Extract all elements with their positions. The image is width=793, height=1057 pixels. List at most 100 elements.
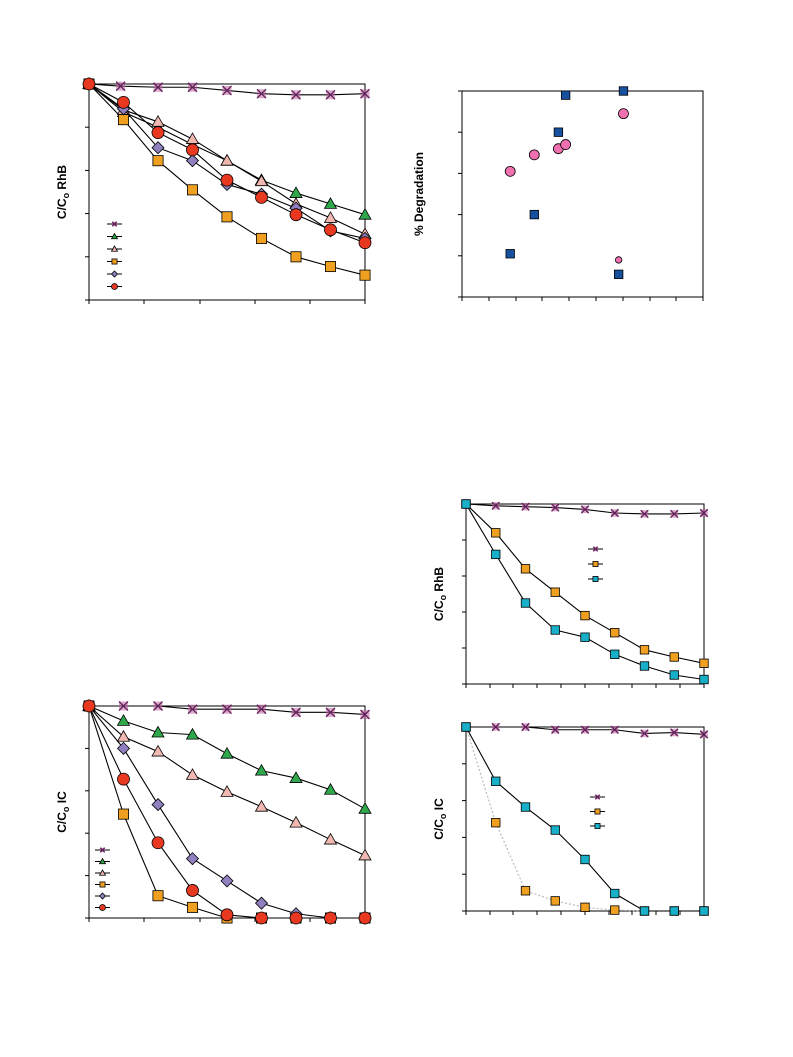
series-line <box>465 726 704 912</box>
data-point <box>117 772 130 786</box>
y-axis-label: C/Co RhB <box>432 567 448 622</box>
data-point <box>151 114 165 127</box>
line-series-0 <box>84 701 370 720</box>
data-point <box>358 848 372 861</box>
scatter-series-1 <box>504 108 629 177</box>
data-point <box>491 528 501 538</box>
data-point <box>520 886 531 896</box>
legend-marker <box>98 892 107 900</box>
marker-cross <box>699 508 709 518</box>
data-point <box>289 911 303 925</box>
legend-entry-0 <box>107 221 122 227</box>
data-point <box>640 509 649 519</box>
plot-frame <box>465 726 705 912</box>
data-point <box>358 911 372 925</box>
data-point <box>560 90 571 100</box>
marker-cross <box>118 701 129 711</box>
data-point <box>220 908 234 922</box>
y-axis-label: C/Co RhB <box>55 165 71 220</box>
data-point <box>529 209 539 220</box>
data-point <box>221 211 233 223</box>
marker-cross <box>521 722 530 732</box>
data-point <box>491 501 500 511</box>
marker-cross <box>491 501 500 511</box>
series-line <box>88 83 366 216</box>
data-point <box>610 725 619 734</box>
data-point <box>505 249 515 259</box>
marker-cross <box>551 725 560 734</box>
line-series-3 <box>83 700 371 924</box>
data-point <box>220 173 234 187</box>
data-point <box>324 223 337 237</box>
line-series-2 <box>461 722 709 916</box>
data-point <box>291 707 301 718</box>
data-point <box>118 701 129 711</box>
data-point <box>699 658 709 668</box>
plot-frame <box>461 90 704 298</box>
data-point <box>610 628 620 638</box>
data-point <box>461 722 471 732</box>
y-axis-label: C/Co IC <box>55 791 71 833</box>
data-point <box>669 652 679 662</box>
legend-marker <box>99 904 106 911</box>
data-point <box>580 854 590 865</box>
data-point <box>360 88 370 99</box>
data-point <box>580 505 590 514</box>
legend-entry-5 <box>95 904 110 911</box>
marker-cross <box>580 725 590 734</box>
data-point <box>670 728 679 737</box>
data-point <box>580 902 590 912</box>
marker-cross <box>187 704 198 715</box>
data-point <box>220 785 234 797</box>
marker-cross <box>699 730 709 739</box>
marker-cross <box>115 81 126 92</box>
data-point <box>618 86 629 96</box>
data-point <box>550 587 560 597</box>
legend-marker <box>594 808 601 815</box>
data-point <box>610 649 620 659</box>
data-point <box>669 906 679 916</box>
legend-marker <box>111 283 118 290</box>
data-point <box>491 776 501 786</box>
data-point <box>491 549 501 560</box>
marker-cross <box>610 725 619 734</box>
data-point <box>255 232 267 244</box>
legend-entry-2 <box>95 869 110 876</box>
data-point <box>220 874 234 888</box>
data-point <box>187 704 198 715</box>
data-point <box>255 190 268 204</box>
marker-cross <box>580 505 590 514</box>
legend-entry-2 <box>107 245 122 252</box>
data-point <box>222 704 232 715</box>
legend-entry-1 <box>95 857 110 865</box>
data-point <box>254 174 269 187</box>
marker-cross <box>187 82 198 93</box>
legend-entry-2 <box>590 823 605 829</box>
data-point <box>580 632 590 642</box>
legend-marker <box>110 232 119 240</box>
marker-cross <box>222 85 232 96</box>
legend-entry-3 <box>95 881 110 888</box>
data-point <box>254 799 269 812</box>
data-point <box>521 502 530 511</box>
line-series-1 <box>461 722 709 916</box>
legend-entry-2 <box>588 576 603 582</box>
data-point <box>520 598 531 608</box>
data-point <box>151 744 165 757</box>
data-point <box>699 730 709 739</box>
data-point <box>186 143 199 157</box>
data-point <box>153 701 163 711</box>
marker-cross <box>640 729 649 738</box>
data-point <box>550 625 560 635</box>
legend-entry-1 <box>590 808 605 815</box>
data-point <box>187 82 198 93</box>
legend-entry-0 <box>588 546 603 552</box>
data-point <box>289 815 303 828</box>
marker-cross <box>325 707 336 718</box>
marker-cross <box>670 728 679 737</box>
data-point <box>323 197 338 209</box>
data-point <box>185 852 200 866</box>
legend-marker <box>592 561 599 567</box>
data-point <box>118 114 130 126</box>
